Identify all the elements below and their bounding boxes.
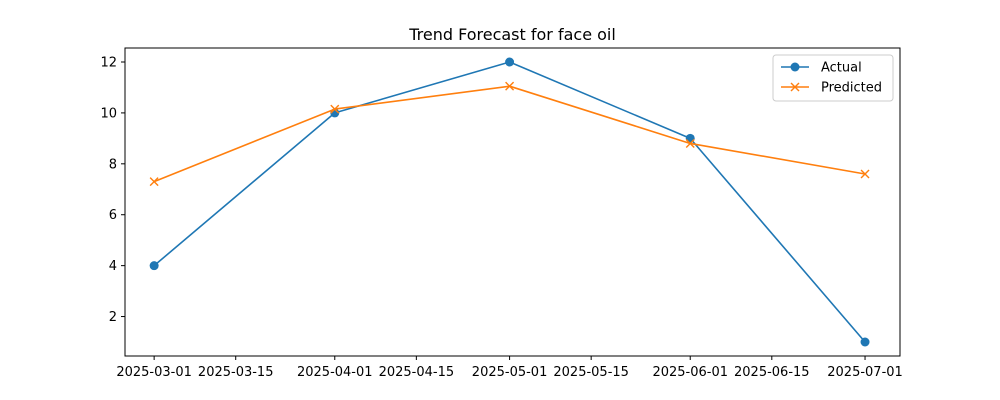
actual-data-point bbox=[149, 261, 159, 271]
x-tick-label: 2025-04-15 bbox=[379, 365, 455, 380]
plot-frame bbox=[124, 47, 901, 357]
legend: Actual Predicted bbox=[772, 54, 894, 102]
predicted-data-point bbox=[505, 81, 515, 91]
chart-title: Trend Forecast for face oil bbox=[408, 25, 616, 44]
actual-data-point bbox=[505, 57, 515, 67]
legend-label: Actual bbox=[821, 61, 862, 76]
legend-item-actual: Actual bbox=[781, 61, 862, 76]
y-tick-label: 10 bbox=[100, 106, 117, 121]
actual-series-line bbox=[153, 61, 866, 343]
legend-marker bbox=[790, 82, 800, 92]
y-tick-label: 6 bbox=[109, 208, 117, 223]
x-tick-label: 2025-07-01 bbox=[827, 365, 903, 380]
actual-data-point bbox=[685, 133, 695, 143]
legend-label: Predicted bbox=[821, 81, 882, 96]
x-tick-label: 2025-03-01 bbox=[116, 365, 192, 380]
predicted-series-line bbox=[153, 85, 866, 183]
predicted-data-point bbox=[860, 169, 870, 179]
y-tick-label: 12 bbox=[100, 56, 117, 71]
actual-data-point bbox=[860, 337, 870, 347]
x-tick-label: 2025-06-01 bbox=[652, 365, 728, 380]
y-tick-label: 4 bbox=[109, 259, 117, 274]
x-tick-label: 2025-04-01 bbox=[297, 365, 373, 380]
predicted-data-point bbox=[330, 104, 340, 114]
legend-marker bbox=[790, 62, 800, 72]
x-tick-label: 2025-05-01 bbox=[472, 365, 548, 380]
predicted-data-point bbox=[149, 177, 159, 187]
x-tick-label: 2025-06-15 bbox=[734, 365, 810, 380]
x-tick-label: 2025-05-15 bbox=[553, 365, 629, 380]
y-tick-label: 8 bbox=[109, 157, 117, 172]
legend-item-predicted: Predicted bbox=[781, 81, 882, 96]
predicted-data-point bbox=[685, 138, 695, 148]
x-tick-label: 2025-03-15 bbox=[198, 365, 274, 380]
y-tick-label: 2 bbox=[109, 310, 117, 325]
